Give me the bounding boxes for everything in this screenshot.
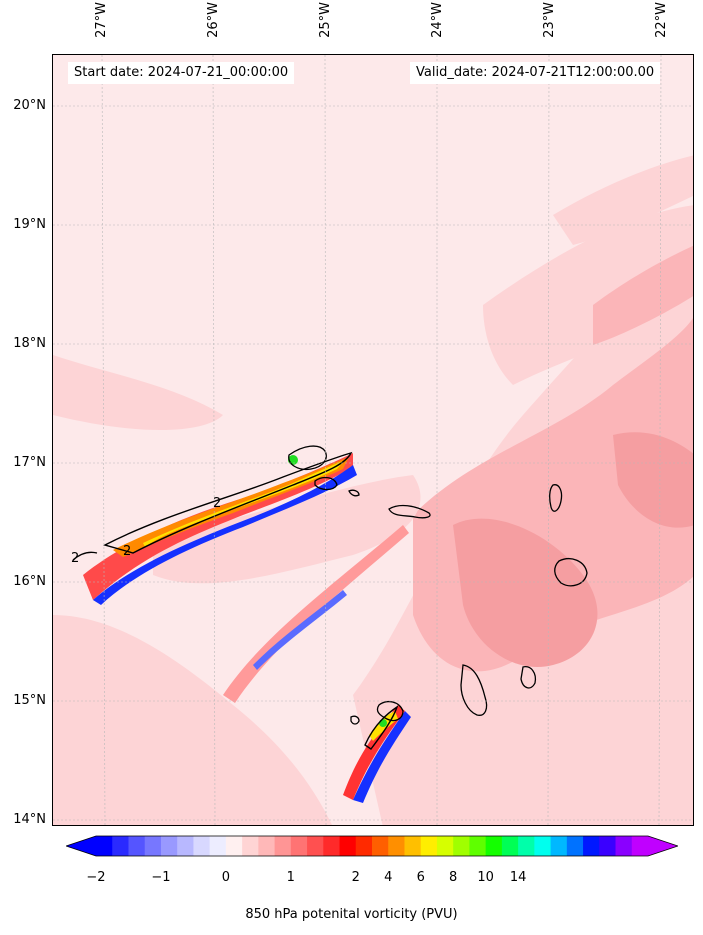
colorbar-swatch [242,836,259,856]
colorbar-swatch [339,836,357,856]
pv-shade-deep-east [453,518,598,667]
colorbar-swatch [290,836,308,856]
colorbar-under-arrow [66,836,96,856]
island-fogo [376,700,404,722]
colorbar-swatch [112,836,129,856]
island-santa-luzia [348,489,360,497]
lat-label: 14°N [13,812,46,827]
pv-south-blue [353,711,411,803]
colorbar-swatch [193,836,211,856]
colorbar-swatch [436,836,454,856]
contour-label: 2 [123,544,131,559]
colorbar-tick-label: 2 [351,870,360,885]
pv-filament-yellow [143,460,345,547]
colorbar-tick-label: 6 [416,870,425,885]
colorbar-tick-label: 10 [477,870,494,885]
pv-shade-ne-band [593,245,693,345]
lon-label: 25°W [318,2,333,38]
colorbar-swatch [355,836,373,856]
colorbar-swatch [160,836,178,856]
colorbar-tick-label: 0 [221,870,231,885]
lat-label: 20°N [13,98,46,113]
graticule [53,55,693,825]
start-date-label: Start date: 2024-07-21_00:00:00 [68,62,295,84]
colorbar-swatch [420,836,438,856]
island-santiago [460,664,488,716]
colorbar-swatch [615,836,633,856]
pv-shade-far-east [613,432,693,528]
lon-label: 24°W [430,2,445,38]
colorbar-tick-label: 8 [449,870,458,885]
pv-shade-center [153,475,421,584]
colorbar-swatch [404,836,422,856]
lat-label: 15°N [13,693,46,708]
pv-shade-top-ne [553,155,693,245]
lat-label: 18°N [13,336,46,351]
contour-2pvu-north [103,451,353,554]
colorbar-swatch [128,836,146,856]
colorbar-swatch [144,836,162,856]
colorbar-swatch [518,836,535,856]
colorbar-outline [66,835,678,857]
lat-label: 17°N [13,455,46,470]
colorbar-swatch [209,836,227,856]
island-sao-vicente [314,476,338,491]
colorbar-swatch [501,836,519,856]
contour-label: 2 [213,496,221,511]
colorbar-swatch [485,836,503,856]
lat-label: 19°N [13,217,46,232]
pv-south-green [379,719,387,727]
colorbar-swatch [96,836,113,856]
contour-2pvu-south [364,705,399,750]
lon-label: 23°W [542,2,557,38]
colorbar-swatch [307,836,324,856]
colorbar-swatch [631,836,649,856]
pv-shade-west [53,355,223,430]
pv-shade-north [483,205,693,385]
colorbar-over-arrow [648,836,678,856]
colorbar-tick-label: −2 [86,870,106,885]
island-sao-nicolau [388,504,431,519]
colorbar-swatch [583,836,600,856]
colorbar-title: 850 hPa potenital vorticity (PVU) [245,907,458,922]
colorbar [66,835,678,857]
island-santo-antao [288,445,327,471]
lon-label: 26°W [206,2,221,38]
colorbar-tick-label: 1 [286,870,295,885]
island-boa-vista [554,558,588,587]
colorbar-swatch [534,836,552,856]
island-sal [549,484,563,512]
valid-date-label: Valid_date: 2024-07-21T12:00:00.00 [410,62,661,84]
colorbar-swatch [372,836,389,856]
colorbar-tick-label: −1 [151,870,171,885]
contour-label: 2 [71,551,79,566]
colorbar-swatch [469,836,487,856]
colorbar-swatch [566,836,584,856]
colorbar-swatch [258,836,276,856]
map-panel: 2 2 2 [52,54,694,826]
island-brava [350,715,360,725]
pv-shade-sw [53,615,333,825]
colorbar-tick-label: 14 [509,870,527,885]
colorbar-swatch [323,836,341,856]
pv-field-map: 2 2 2 [53,55,693,825]
pv-streak-sw [223,525,409,703]
colorbar-swatch [599,836,617,856]
lat-label: 16°N [13,574,46,589]
colorbar-tick-label: 4 [384,870,393,885]
island-maio [520,666,537,689]
contour-2pvu-west [72,551,98,561]
colorbar-swatch [388,836,405,856]
colorbar-swatch [453,836,470,856]
colorbar-swatch [550,836,568,856]
pv-streak-sw-blue [253,590,347,670]
lon-label: 27°W [94,2,109,38]
colorbar-swatch [177,836,194,856]
pv-south-red [343,705,405,800]
colorbar-swatch [225,836,243,856]
lon-label: 22°W [654,2,669,38]
colorbar-swatch [274,836,292,856]
